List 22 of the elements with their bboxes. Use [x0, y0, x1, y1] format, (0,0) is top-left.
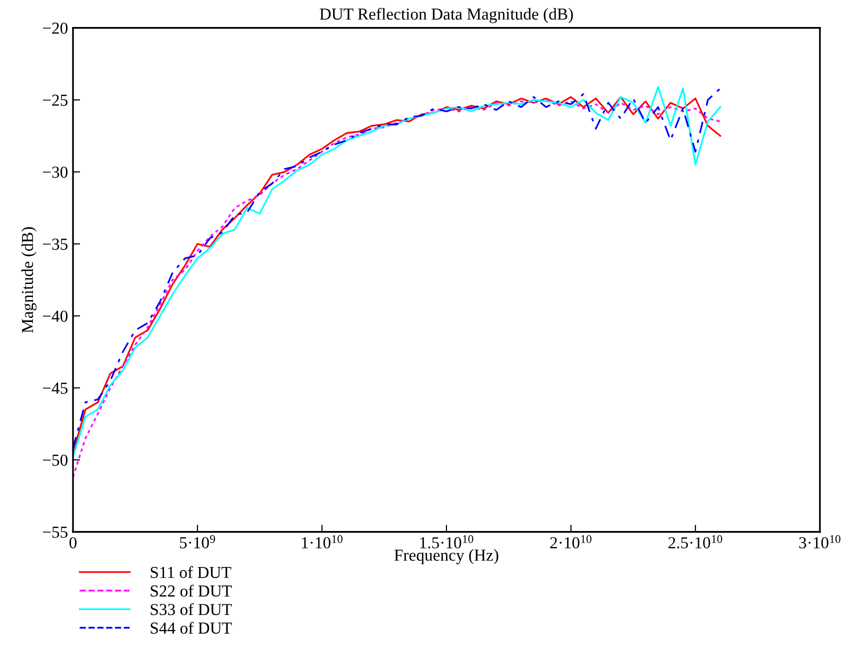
x-axis-title: Frequency (Hz) [394, 549, 498, 564]
chart-title: DUT Reflection Data Magnitude (dB) [320, 8, 573, 24]
y-tick-label: −25 [42, 94, 68, 106]
x-tick-label: 5·10$^{9}$ [180, 535, 216, 548]
x-tick-label: 1.5·10$^{10}$ [420, 535, 474, 548]
x-tick-label: 2.5·10$^{10}$ [668, 535, 722, 548]
y-tick-label: −55 [42, 526, 68, 538]
legend-label: S33 of DUT [150, 603, 232, 616]
y-tick-label: −50 [42, 454, 68, 466]
x-tick-label: 2·10$^{10}$ [550, 535, 592, 548]
x-tick-label: 1·10$^{10}$ [302, 535, 342, 548]
y-tick-label: −35 [42, 238, 68, 250]
x-tick-label: 3·10$^{10}$ [799, 535, 840, 548]
y-tick-label: −40 [42, 310, 68, 322]
legend-label: S22 of DUT [150, 584, 232, 597]
y-tick-label: −30 [42, 166, 68, 178]
y-tick-label: −45 [42, 382, 68, 394]
x-tick-label: 0 [69, 537, 77, 548]
y-axis-title: Magnitude (dB) [21, 227, 37, 333]
legend-label: S11 of DUT [150, 566, 232, 578]
legend-label: S44 of DUT [150, 622, 232, 634]
y-tick-label: −20 [42, 22, 68, 34]
